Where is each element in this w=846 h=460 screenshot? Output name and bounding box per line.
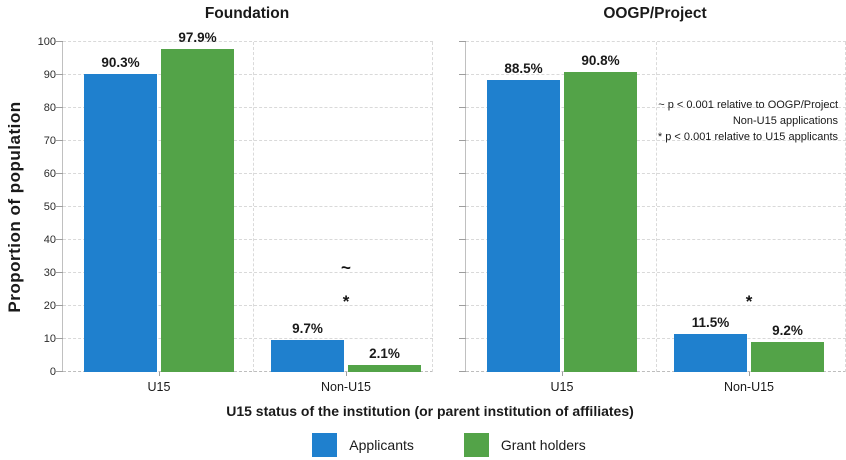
- y-axis-tick-mark: [459, 173, 466, 174]
- y-axis-tick-mark: [56, 140, 63, 141]
- y-axis-tick-mark: [459, 338, 466, 339]
- y-tick-label: 60: [43, 168, 56, 180]
- bar-value-label: 11.5%: [691, 315, 730, 331]
- gridline: [63, 371, 433, 372]
- bar-oogp-project-non-u15-grant-holders: [751, 341, 824, 372]
- significance-mark-asterisk: *: [745, 292, 753, 311]
- gridline: [63, 239, 433, 240]
- bar-value-label: 88.5%: [504, 60, 543, 76]
- gridline: [63, 173, 433, 174]
- y-axis-tick-mark: [56, 338, 63, 339]
- y-axis-tick-mark: [56, 239, 63, 240]
- bar-value-label: 90.3%: [101, 55, 140, 70]
- gridline: [63, 107, 433, 108]
- y-axis-tick-mark: [56, 371, 63, 372]
- significance-mark-asterisk: *: [342, 292, 350, 311]
- gridline: [63, 74, 433, 75]
- legend-label-grant-holders: Grant holders: [500, 437, 586, 453]
- y-axis-tick-mark: [459, 140, 466, 141]
- bar-foundation-u15-applicants: [84, 74, 157, 372]
- bar-foundation-non-u15-applicants: [271, 340, 344, 372]
- y-axis-tick-mark: [459, 239, 466, 240]
- y-axis-tick-mark: [56, 41, 63, 42]
- category-separator-line: [656, 42, 657, 372]
- bar-value-label: 97.9%: [178, 29, 217, 45]
- y-tick-label: 0: [49, 366, 56, 378]
- bar-foundation-non-u15-grant-holders: [348, 365, 421, 372]
- bar-value-label: 90.8%: [581, 53, 620, 69]
- x-axis-tick-mark: [159, 372, 160, 376]
- plot-area-foundation: 90.3% 9.7% 97.9% 2.1% U15 Non-U15 ~ *: [56, 30, 433, 394]
- legend-swatch-grant-holders: [463, 433, 489, 457]
- category-label-u15: U15: [550, 380, 574, 394]
- y-axis-tick-mark: [56, 107, 63, 108]
- gridline: [466, 41, 846, 42]
- gridline: [63, 41, 433, 42]
- significance-mark-tilde: ~: [341, 258, 351, 277]
- y-axis-tick-mark: [56, 272, 63, 273]
- y-axis-tick-mark: [459, 74, 466, 75]
- y-tick-label: 80: [43, 102, 56, 114]
- legend-item-applicants: Applicants: [312, 433, 414, 457]
- bar-value-label: 2.1%: [369, 346, 400, 362]
- gridline: [63, 140, 433, 141]
- y-axis-tick-mark: [459, 107, 466, 108]
- category-label-non-u15: Non-U15: [723, 380, 775, 394]
- category-separator-line: [432, 42, 433, 372]
- gridline: [63, 272, 433, 273]
- x-axis-tick-mark: [346, 372, 347, 376]
- legend: Applicants Grant holders: [0, 433, 846, 457]
- panel-title-oogp-project: OOGP/Project: [603, 5, 707, 22]
- x-axis-tick-mark: [562, 372, 563, 376]
- y-tick-label: 10: [43, 333, 56, 345]
- plot-area-oogp-project: 88.5% 11.5% 90.8% 9.2% U15 Non-U15 *: [459, 41, 846, 394]
- y-tick-label: 40: [43, 234, 56, 246]
- note-line-tilde: ~ p < 0.001 relative to OOGP/Project: [658, 99, 838, 111]
- bar-oogp-project-u15-grant-holders: [564, 72, 637, 372]
- category-label-non-u15: Non-U15: [320, 380, 372, 394]
- category-label-u15: U15: [147, 380, 171, 394]
- y-tick-label: 50: [43, 201, 56, 213]
- significance-note: ~ p < 0.001 relative to OOGP/Project Non…: [658, 97, 838, 145]
- y-tick-label: 30: [43, 267, 56, 279]
- gridline: [63, 206, 433, 207]
- y-axis-tick-mark: [56, 74, 63, 75]
- bar-value-label: 9.7%: [292, 320, 323, 336]
- y-tick-label: 100: [37, 36, 56, 48]
- y-axis-tick-mark: [56, 206, 63, 207]
- panel-title-foundation: Foundation: [204, 5, 290, 22]
- x-axis-title: U15 status of the institution (or parent…: [226, 403, 634, 419]
- bar-foundation-u15-grant-holders: [161, 48, 234, 372]
- bar-value-label: 9.2%: [772, 322, 803, 338]
- y-axis-tick-mark: [459, 305, 466, 306]
- y-axis-tick-mark: [459, 206, 466, 207]
- y-axis-tick-mark: [56, 173, 63, 174]
- y-axis-title: Proportion of population: [5, 101, 24, 313]
- y-axis-tick-mark: [56, 305, 63, 306]
- y-axis-tick-mark: [459, 272, 466, 273]
- x-axis-tick-mark: [749, 372, 750, 376]
- y-tick-label: 90: [43, 69, 56, 81]
- gridline: [63, 305, 433, 306]
- legend-swatch-applicants: [312, 433, 338, 457]
- legend-label-applicants: Applicants: [349, 437, 414, 453]
- y-tick-label: 70: [43, 135, 56, 147]
- note-line-asterisk: * p < 0.001 relative to U15 applicants: [657, 131, 838, 143]
- bar-oogp-project-non-u15-applicants: [674, 334, 747, 372]
- legend-item-grant-holders: Grant holders: [463, 433, 586, 457]
- y-axis-tick-mark: [459, 41, 466, 42]
- y-tick-label: 20: [43, 300, 56, 312]
- y-axis-tick-mark: [459, 371, 466, 372]
- category-separator-line: [253, 42, 254, 372]
- gridline: [63, 338, 433, 339]
- bar-oogp-project-u15-applicants: [487, 79, 560, 372]
- note-line-tilde-cont: Non-U15 applications: [732, 115, 838, 127]
